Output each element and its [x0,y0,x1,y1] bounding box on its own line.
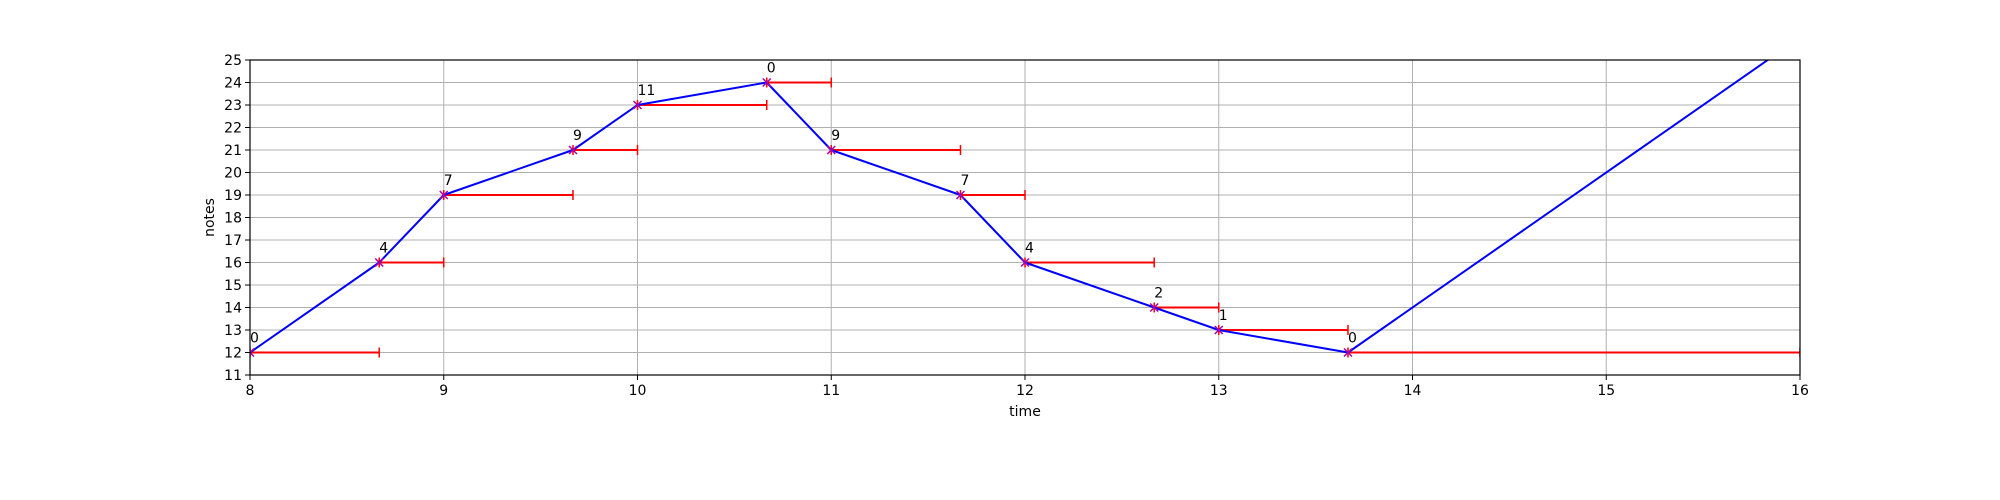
y-axis-label: notes [202,198,218,237]
grid-lines [249,59,1801,376]
x-axis: 8 9 10 11 12 13 14 15 16 [246,375,1809,399]
x-tick-label: 12 [1016,383,1034,399]
point-marker [762,77,772,88]
marker-stroke [1343,347,1353,358]
marker-stroke [568,145,578,155]
point-annotation: 9 [573,128,582,144]
marker-stroke [762,77,772,88]
point-marker [1149,302,1159,313]
marker-stroke [439,190,449,200]
plot-area [250,60,1800,358]
y-tick-label: 21 [224,143,242,159]
note-segment [830,145,962,155]
note-segment [378,257,445,268]
y-tick-label: 15 [224,278,242,294]
marker-stroke [374,257,384,268]
point-annotations: 0 4 7 9 11 0 9 7 4 2 1 0 [250,61,1357,347]
y-tick-label: 18 [224,211,242,227]
point-annotation: 7 [444,173,453,189]
marker-stroke [1020,257,1030,268]
y-tick-label: 13 [224,323,242,339]
y-tick-label: 20 [224,166,242,182]
x-tick-label: 14 [1404,383,1422,399]
point-marker [1020,257,1030,268]
marker-stroke [826,145,836,155]
point-marker [374,257,384,268]
point-annotation: 11 [638,83,656,99]
x-tick-label: 13 [1210,383,1228,399]
point-marker [439,190,449,200]
marker-stroke [250,347,255,354]
point-marker [1214,325,1224,335]
note-segment [572,145,639,155]
y-tick-label: 23 [224,98,242,114]
note-segment [959,190,1026,200]
point-marker [955,190,966,200]
point-annotation: 4 [1025,241,1034,257]
y-tick-label: 17 [224,233,242,249]
y-tick-label: 16 [224,256,242,272]
marker-stroke [632,100,643,110]
x-tick-label: 8 [246,383,255,399]
note-segment [765,77,832,88]
y-tick-label: 25 [224,53,242,69]
point-marker [1343,347,1353,358]
note-segments [250,77,1800,358]
point-annotation: 4 [379,241,388,257]
y-tick-label: 11 [224,368,242,384]
x-tick-label: 15 [1597,383,1615,399]
point-markers [250,77,1353,358]
point-marker [826,145,836,155]
point-annotation: 1 [1219,308,1228,324]
x-tick-label: 10 [629,383,647,399]
y-tick-label: 22 [224,121,242,137]
y-axis: 11 12 13 14 15 16 17 18 19 20 21 22 23 24 25 [224,53,250,384]
point-annotation: 7 [960,173,969,189]
marker-stroke [955,190,966,200]
point-marker [568,145,578,155]
x-tick-label: 16 [1791,383,1809,399]
note-segment [1024,257,1155,268]
note-segment [443,190,574,200]
point-annotation: 2 [1154,286,1163,302]
x-tick-label: 11 [822,383,840,399]
note-segment [1347,347,1800,358]
point-annotation: 0 [767,61,776,77]
point-annotation: 0 [250,331,259,347]
point-marker [250,347,255,358]
y-tick-label: 24 [224,76,242,92]
point-annotation: 9 [831,128,840,144]
marker-stroke [1149,302,1159,313]
x-tick-label: 9 [439,383,448,399]
y-tick-label: 12 [224,346,242,362]
point-annotation: 0 [1348,331,1357,347]
point-marker [632,100,643,110]
marker-stroke [1214,325,1224,335]
marker-stroke [250,351,255,358]
x-axis-label: time [1009,404,1041,420]
note-segment [250,347,380,358]
y-tick-label: 14 [224,301,242,317]
y-tick-label: 19 [224,188,242,204]
